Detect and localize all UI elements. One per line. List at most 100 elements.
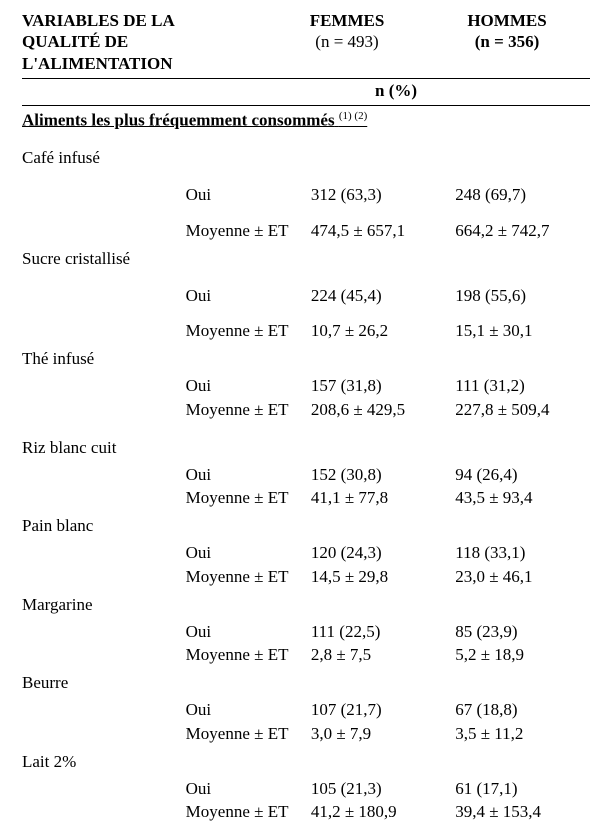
header-femmes: FEMMES (n = 493) (262, 10, 432, 53)
section-title-text: Aliments les plus fréquemment consommés (22, 110, 335, 129)
cell-indent (22, 644, 186, 665)
row-moyenne: Moyenne ± ET 474,5 ± 657,1 664,2 ± 742,7 (22, 220, 590, 241)
row-oui: Oui 111 (22,5) 85 (23,9) (22, 621, 590, 642)
label-oui: Oui (186, 621, 311, 642)
header-hommes: HOMMES (n = 356) (432, 10, 582, 53)
section-title: Aliments les plus fréquemment consommés … (22, 110, 590, 131)
label-oui: Oui (186, 464, 311, 485)
row-moyenne: Moyenne ± ET 41,1 ± 77,8 43,5 ± 93,4 (22, 487, 590, 508)
val-m-h: 5,2 ± 18,9 (455, 644, 590, 665)
food-name: Lait 2% (22, 752, 590, 772)
val-m-h: 15,1 ± 30,1 (455, 320, 590, 341)
val-oui-f: 152 (30,8) (311, 464, 455, 485)
val-oui-f: 105 (21,3) (311, 778, 455, 799)
food-name: Café infusé (22, 148, 590, 168)
val-oui-h: 248 (69,7) (455, 184, 590, 205)
row-oui: Oui 105 (21,3) 61 (17,1) (22, 778, 590, 799)
label-oui: Oui (186, 542, 311, 563)
cell-indent (22, 184, 186, 205)
cell-indent (22, 566, 186, 587)
val-m-f: 14,5 ± 29,8 (311, 566, 455, 587)
val-oui-f: 224 (45,4) (311, 285, 455, 306)
hdr-var-l2: QUALITÉ DE (22, 32, 128, 51)
food-block: Lait 2% Oui 105 (21,3) 61 (17,1) Moyenne… (22, 752, 590, 822)
cell-indent (22, 699, 186, 720)
val-m-h: 3,5 ± 11,2 (455, 723, 590, 744)
hdr-var-l3: L'ALIMENTATION (22, 54, 173, 73)
val-oui-f: 312 (63,3) (311, 184, 455, 205)
cell-indent (22, 375, 186, 396)
food-block: Riz blanc cuit Oui 152 (30,8) 94 (26,4) … (22, 438, 590, 509)
label-moyenne: Moyenne ± ET (186, 723, 311, 744)
row-oui: Oui 157 (31,8) 111 (31,2) (22, 375, 590, 396)
label-oui: Oui (186, 285, 311, 306)
row-oui: Oui 224 (45,4) 198 (55,6) (22, 285, 590, 306)
val-oui-h: 85 (23,9) (455, 621, 590, 642)
row-moyenne: Moyenne ± ET 10,7 ± 26,2 15,1 ± 30,1 (22, 320, 590, 341)
hdr-femmes-n: (n = 493) (315, 32, 378, 51)
food-block: Thé infusé Oui 157 (31,8) 111 (31,2) Moy… (22, 349, 590, 420)
header-rule (22, 78, 590, 79)
cell-indent (22, 621, 186, 642)
hdr-hommes-n: (n = 356) (475, 32, 539, 51)
row-moyenne: Moyenne ± ET 2,8 ± 7,5 5,2 ± 18,9 (22, 644, 590, 665)
row-moyenne: Moyenne ± ET 3,0 ± 7,9 3,5 ± 11,2 (22, 723, 590, 744)
val-m-h: 227,8 ± 509,4 (455, 399, 590, 420)
food-name: Riz blanc cuit (22, 438, 590, 458)
food-name: Pain blanc (22, 516, 590, 536)
label-moyenne: Moyenne ± ET (186, 399, 311, 420)
label-oui: Oui (186, 184, 311, 205)
cell-indent (22, 220, 186, 241)
label-moyenne: Moyenne ± ET (186, 487, 311, 508)
row-oui: Oui 120 (24,3) 118 (33,1) (22, 542, 590, 563)
row-oui: Oui 312 (63,3) 248 (69,7) (22, 184, 590, 205)
label-oui: Oui (186, 375, 311, 396)
row-moyenne: Moyenne ± ET 208,6 ± 429,5 227,8 ± 509,4 (22, 399, 590, 420)
food-name: Sucre cristallisé (22, 249, 590, 269)
cell-indent (22, 723, 186, 744)
val-m-h: 43,5 ± 93,4 (455, 487, 590, 508)
header-variables: VARIABLES DE LA QUALITÉ DE L'ALIMENTATIO… (22, 10, 262, 74)
label-moyenne: Moyenne ± ET (186, 320, 311, 341)
label-oui: Oui (186, 699, 311, 720)
label-moyenne: Moyenne ± ET (186, 566, 311, 587)
label-moyenne: Moyenne ± ET (186, 644, 311, 665)
food-block: Café infusé Oui 312 (63,3) 248 (69,7) Mo… (22, 148, 590, 241)
val-oui-f: 157 (31,8) (311, 375, 455, 396)
val-m-f: 41,1 ± 77,8 (311, 487, 455, 508)
food-name: Margarine (22, 595, 590, 615)
cell-indent (22, 487, 186, 508)
label-moyenne: Moyenne ± ET (186, 801, 311, 822)
val-m-f: 2,8 ± 7,5 (311, 644, 455, 665)
val-oui-f: 111 (22,5) (311, 621, 455, 642)
val-m-f: 474,5 ± 657,1 (311, 220, 455, 241)
val-m-f: 41,2 ± 180,9 (311, 801, 455, 822)
row-moyenne: Moyenne ± ET 41,2 ± 180,9 39,4 ± 153,4 (22, 801, 590, 822)
val-m-h: 664,2 ± 742,7 (455, 220, 590, 241)
table-header: VARIABLES DE LA QUALITÉ DE L'ALIMENTATIO… (22, 10, 590, 74)
cell-indent (22, 320, 186, 341)
val-m-h: 39,4 ± 153,4 (455, 801, 590, 822)
cell-indent (22, 778, 186, 799)
cell-indent (22, 464, 186, 485)
label-moyenne: Moyenne ± ET (186, 220, 311, 241)
val-oui-f: 107 (21,7) (311, 699, 455, 720)
food-name: Thé infusé (22, 349, 590, 369)
row-oui: Oui 152 (30,8) 94 (26,4) (22, 464, 590, 485)
hdr-hommes-label: HOMMES (467, 11, 546, 30)
label-oui: Oui (186, 778, 311, 799)
n-percent-label: n (%) (22, 81, 590, 101)
val-oui-h: 111 (31,2) (455, 375, 590, 396)
cell-indent (22, 542, 186, 563)
food-block: Margarine Oui 111 (22,5) 85 (23,9) Moyen… (22, 595, 590, 666)
food-block: Sucre cristallisé Oui 224 (45,4) 198 (55… (22, 249, 590, 342)
row-moyenne: Moyenne ± ET 14,5 ± 29,8 23,0 ± 46,1 (22, 566, 590, 587)
row-oui: Oui 107 (21,7) 67 (18,8) (22, 699, 590, 720)
cell-indent (22, 399, 186, 420)
val-oui-h: 67 (18,8) (455, 699, 590, 720)
header-rule-2 (22, 105, 590, 106)
val-oui-f: 120 (24,3) (311, 542, 455, 563)
val-m-f: 208,6 ± 429,5 (311, 399, 455, 420)
hdr-var-l1: VARIABLES DE LA (22, 11, 175, 30)
val-oui-h: 94 (26,4) (455, 464, 590, 485)
